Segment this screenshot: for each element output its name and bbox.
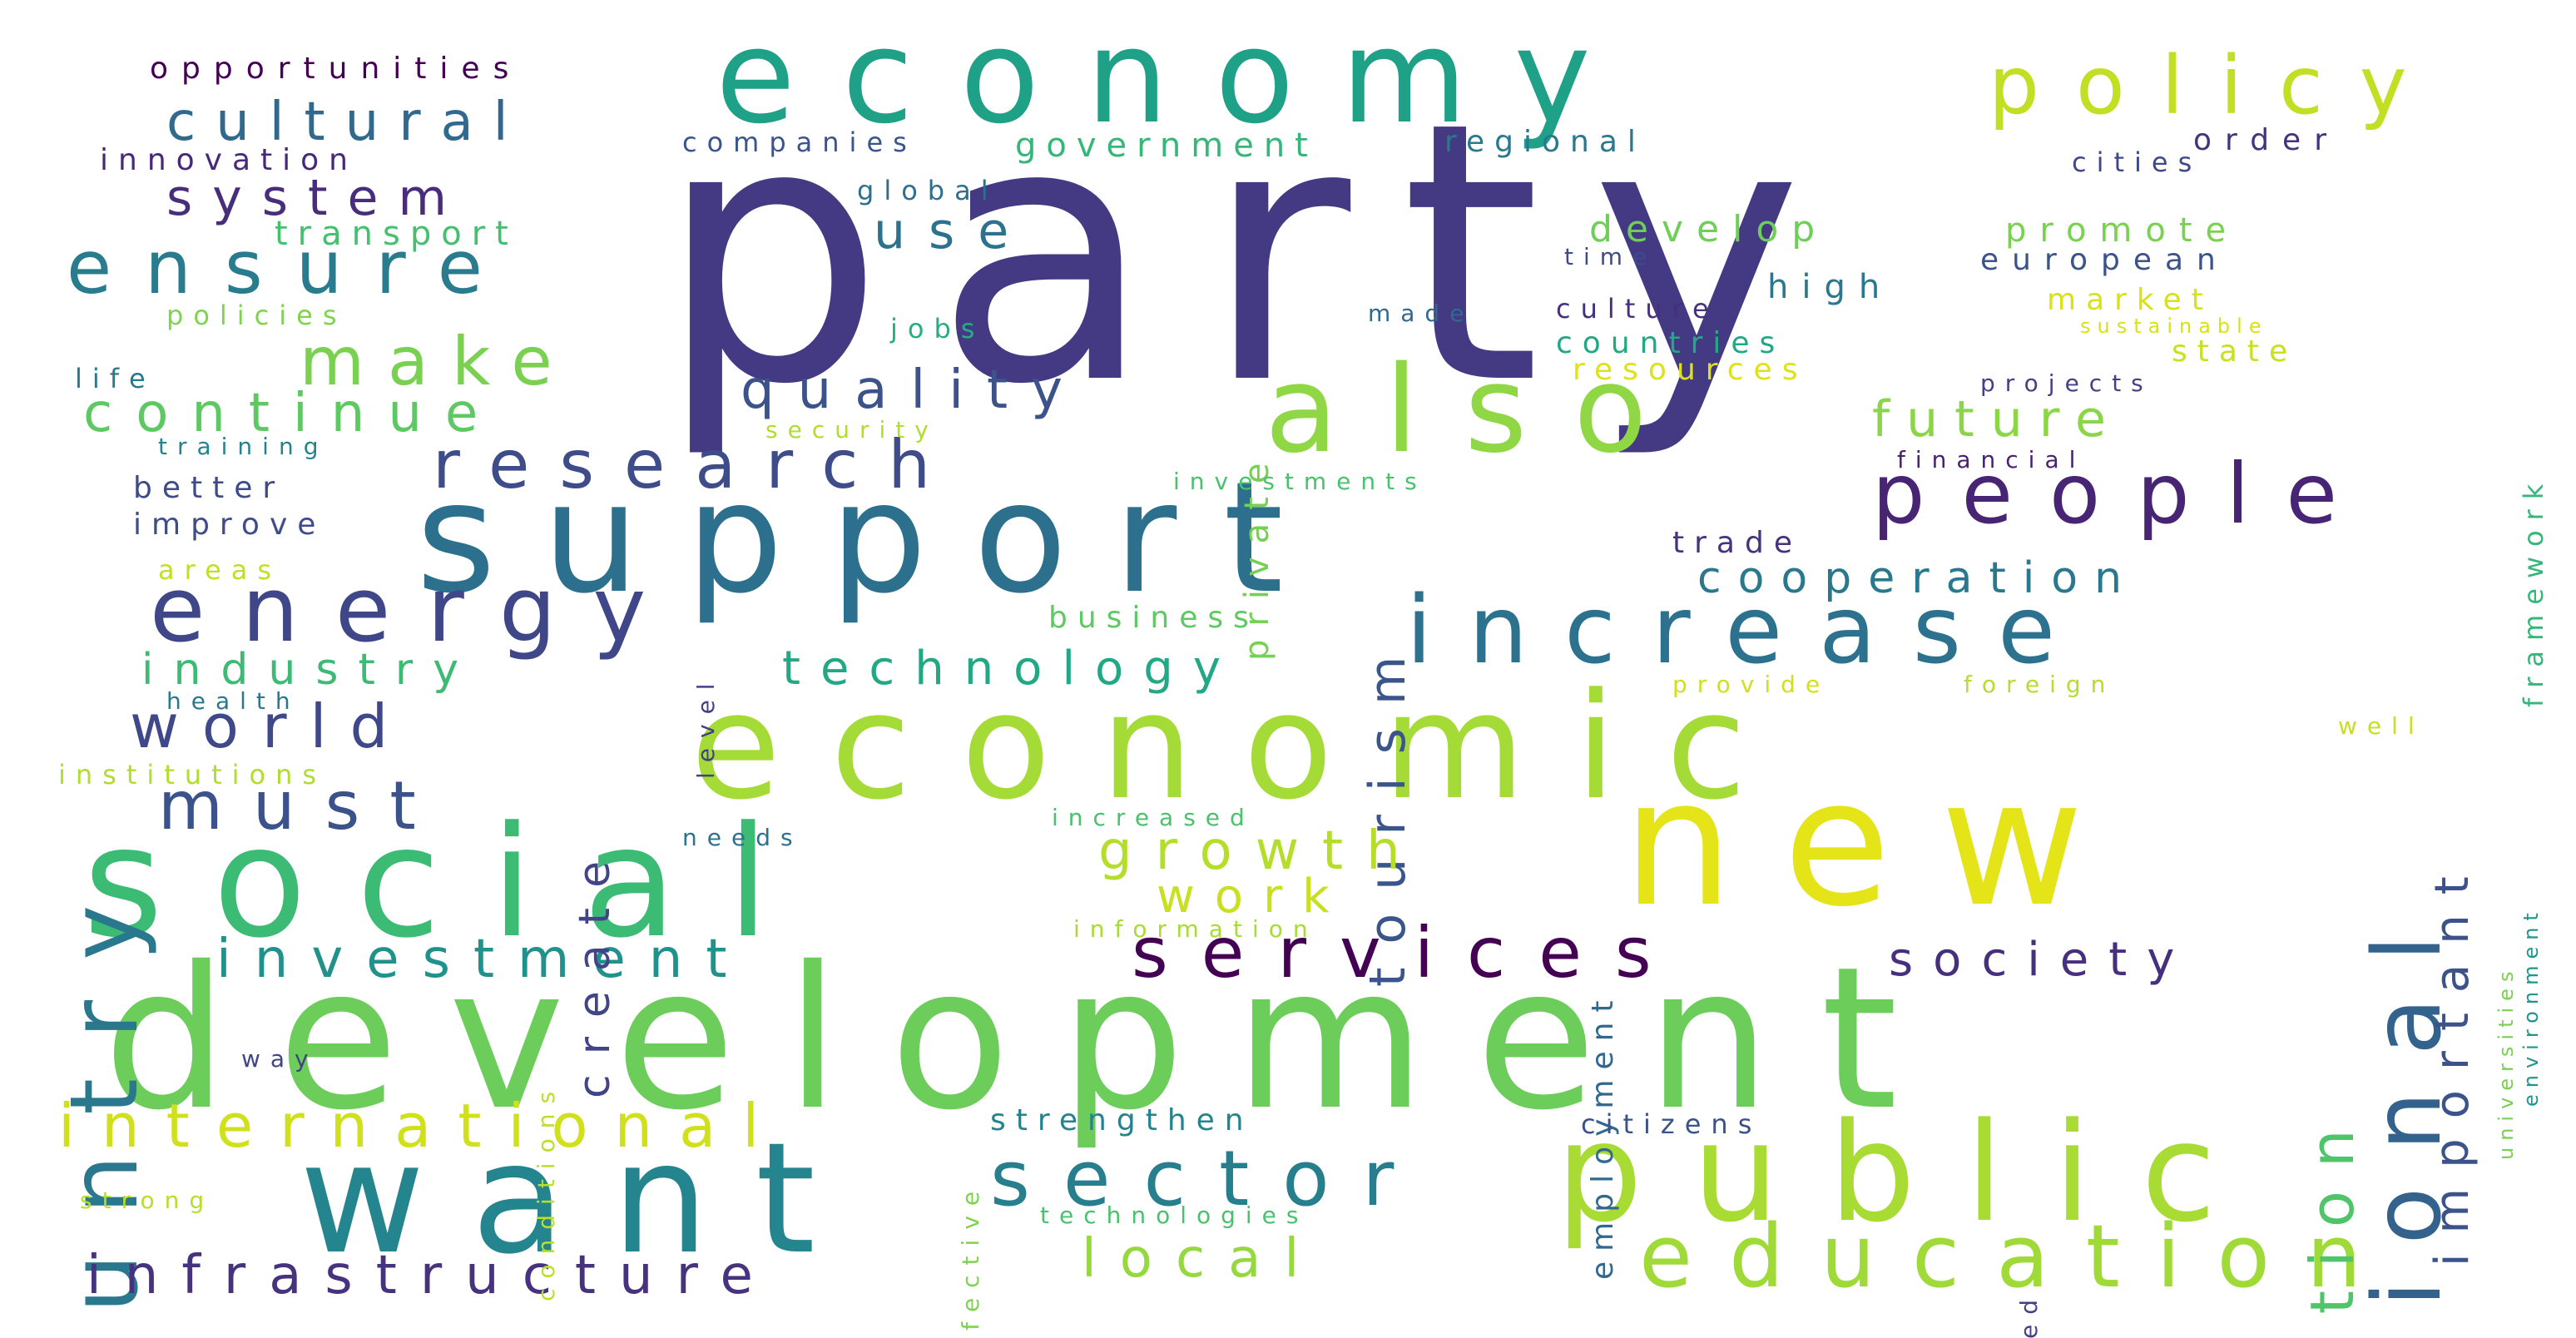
word-policies: policies	[166, 300, 347, 331]
word-culture: culture	[1556, 293, 1719, 325]
word-financial: financial	[1897, 448, 2086, 474]
word-important: important	[2425, 856, 2479, 1266]
word-institutions: institutions	[58, 759, 327, 790]
word-resources: resources	[1573, 353, 1808, 388]
word-education: education	[1639, 1208, 2399, 1308]
word-citizens: citizens	[1581, 1108, 1762, 1140]
word-state: state	[2172, 334, 2298, 369]
word-strong: strong	[80, 1188, 215, 1215]
word-continue: continue	[83, 381, 502, 444]
word-work: work	[1157, 869, 1350, 924]
word-conditions: conditions	[534, 1081, 561, 1301]
word-universities: universities	[2494, 964, 2518, 1160]
word-investment: investment	[216, 927, 751, 990]
word-production: production	[2300, 1106, 2368, 1338]
word-environment: environment	[2519, 906, 2543, 1107]
word-tourism: tourism	[1360, 632, 1418, 987]
word-improve: improve	[133, 508, 326, 543]
word-trade: trade	[1672, 526, 1802, 561]
word-industry: industry	[141, 646, 479, 696]
word-well: well	[2338, 714, 2425, 741]
word-want: want	[300, 1110, 863, 1288]
word-international: international	[58, 1093, 786, 1162]
word-growth: growth	[1098, 819, 1424, 882]
word-increased: increased	[1052, 805, 1255, 832]
word-government: government	[1015, 125, 1318, 165]
word-sector: sector	[990, 1133, 1428, 1223]
word-policy: policy	[1989, 40, 2444, 133]
word-system: system	[166, 170, 467, 228]
word-new: new	[1622, 742, 2134, 945]
word-better: better	[133, 471, 285, 506]
word-companies: companies	[682, 126, 917, 158]
word-needs: needs	[682, 825, 803, 852]
word-areas: areas	[158, 554, 282, 586]
word-world: world	[130, 694, 412, 762]
word-global: global	[857, 175, 998, 206]
word-investments: investments	[1173, 469, 1427, 496]
word-training: training	[158, 434, 329, 461]
word-regional: regional	[1444, 125, 1646, 160]
word-need: need	[2017, 1290, 2043, 1338]
word-society: society	[1889, 932, 2195, 987]
word-use: use	[874, 203, 1033, 261]
word-future: future	[1872, 391, 2123, 449]
word-transport: transport	[275, 213, 518, 253]
word-also: also	[1265, 339, 1694, 479]
word-jobs: jobs	[890, 313, 985, 344]
word-ensure: ensure	[67, 226, 516, 311]
word-effective: effective	[959, 1181, 985, 1338]
word-research: research	[433, 428, 961, 504]
word-made: made	[1368, 301, 1474, 328]
word-innovation: innovation	[100, 143, 358, 178]
word-information: information	[1073, 917, 1318, 944]
word-technology: technology	[782, 641, 1241, 696]
word-time: time	[1564, 245, 1657, 271]
word-order: order	[2193, 123, 2340, 158]
word-must: must	[158, 769, 446, 845]
word-economy: economy	[716, 3, 1637, 153]
word-level: level	[694, 673, 721, 779]
word-projects: projects	[1980, 371, 2153, 398]
word-local: local	[1082, 1226, 1323, 1290]
word-way: way	[241, 1047, 319, 1073]
word-life: life	[75, 363, 156, 394]
word-provide: provide	[1672, 672, 1830, 699]
word-cities: cities	[2072, 146, 2202, 178]
word-sustainable: sustainable	[2080, 315, 2268, 338]
word-security: security	[765, 418, 939, 444]
word-party: party	[657, 45, 1853, 463]
word-market: market	[2047, 283, 2213, 318]
word-public: public	[1556, 1095, 2266, 1253]
word-development: development	[103, 924, 1948, 1153]
word-people: people	[1872, 446, 2374, 543]
word-technologies: technologies	[1040, 1203, 1309, 1230]
word-infrastructure: infrastructure	[87, 1243, 776, 1306]
word-strengthen: strengthen	[990, 1103, 1254, 1138]
word-create: create	[571, 840, 621, 1098]
word-framework: framework	[2518, 473, 2549, 707]
word-high: high	[1767, 266, 1894, 306]
word-social: social	[83, 794, 820, 972]
word-cultural: cultural	[166, 90, 528, 153]
word-foreign: foreign	[1964, 672, 2116, 699]
word-develop: develop	[1589, 210, 1829, 251]
word-economic: economic	[691, 661, 1797, 832]
word-cooperation: cooperation	[1697, 554, 2139, 604]
word-health: health	[166, 689, 300, 716]
word-promote: promote	[2005, 210, 2240, 250]
word-services: services	[1132, 912, 1685, 994]
word-business: business	[1048, 601, 1259, 636]
word-increase: increase	[1406, 577, 2093, 686]
word-energy: energy	[150, 558, 683, 662]
word-opportunities: opportunities	[150, 52, 523, 87]
word-european: european	[1980, 243, 2229, 278]
word-support: support	[416, 449, 1330, 627]
word-quality: quality	[741, 358, 1086, 421]
word-make: make	[300, 325, 576, 401]
word-countries: countries	[1556, 326, 1786, 361]
